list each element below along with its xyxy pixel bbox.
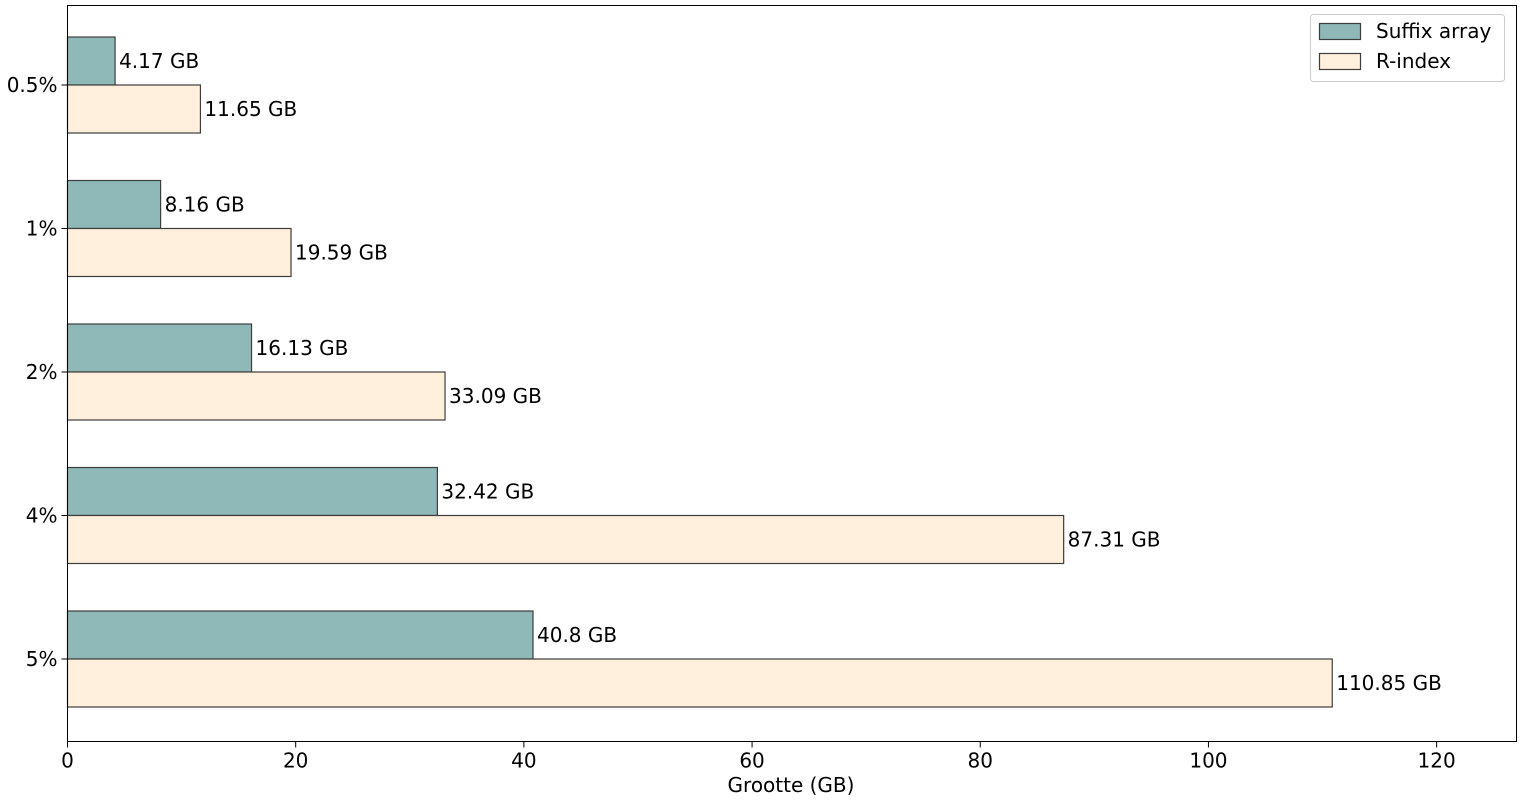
x-axis-label: Grootte (GB) xyxy=(728,773,855,797)
bar-suffix-array-0-5 xyxy=(66,36,116,86)
value-label-suffix-array-4: 32.42 GB xyxy=(441,480,534,504)
value-label-r-index-1: 19.59 GB xyxy=(295,241,388,265)
bar-r-index-2 xyxy=(66,371,446,421)
legend-swatch-suffix-array xyxy=(1318,22,1362,41)
value-label-suffix-array-5: 40.8 GB xyxy=(537,623,617,647)
value-label-suffix-array-2: 16.13 GB xyxy=(256,336,349,360)
bar-suffix-array-2 xyxy=(66,323,253,373)
legend-label-r-index: R-index xyxy=(1376,49,1451,73)
y-tick-label-0-5: 0.5% xyxy=(7,73,58,97)
value-label-r-index-0-5: 11.65 GB xyxy=(204,97,297,121)
x-tick-label-80: 80 xyxy=(968,749,993,773)
bar-suffix-array-5 xyxy=(66,610,534,660)
x-tick-label-20: 20 xyxy=(283,749,308,773)
y-tick-label-2: 2% xyxy=(26,360,58,384)
value-label-suffix-array-0-5: 4.17 GB xyxy=(119,49,199,73)
y-tick-label-4: 4% xyxy=(26,504,58,528)
x-tick-label-0: 0 xyxy=(61,749,74,773)
y-tick-label-1: 1% xyxy=(26,217,58,241)
bar-suffix-array-1 xyxy=(66,179,162,230)
bar-r-index-4 xyxy=(66,514,1065,565)
legend-swatch-r-index xyxy=(1318,52,1362,71)
x-tick-label-40: 40 xyxy=(511,749,536,773)
bar-suffix-array-4 xyxy=(66,466,438,517)
x-tick-label-120: 120 xyxy=(1418,749,1456,773)
x-tick-label-60: 60 xyxy=(739,749,764,773)
x-axis-ticks: 0 20 40 60 80 100 120 xyxy=(61,741,1456,773)
legend-label-suffix-array: Suffix array xyxy=(1376,19,1492,43)
y-tick-label-5: 5% xyxy=(26,647,58,671)
bars-layer xyxy=(66,36,1333,708)
bar-r-index-5 xyxy=(66,658,1333,708)
plot-area-frame xyxy=(67,5,1517,742)
value-label-r-index-4: 87.31 GB xyxy=(1068,528,1161,552)
value-label-r-index-5: 110.85 GB xyxy=(1336,671,1442,695)
bar-r-index-0-5 xyxy=(66,84,202,134)
value-label-suffix-array-1: 8.16 GB xyxy=(165,193,245,217)
value-label-r-index-2: 33.09 GB xyxy=(449,384,542,408)
x-tick-label-100: 100 xyxy=(1189,749,1227,773)
y-axis-ticks: 0.5% 1% 2% 4% 5% xyxy=(7,73,68,671)
legend: Suffix array R-index xyxy=(1310,14,1505,82)
bar-r-index-1 xyxy=(66,227,292,278)
